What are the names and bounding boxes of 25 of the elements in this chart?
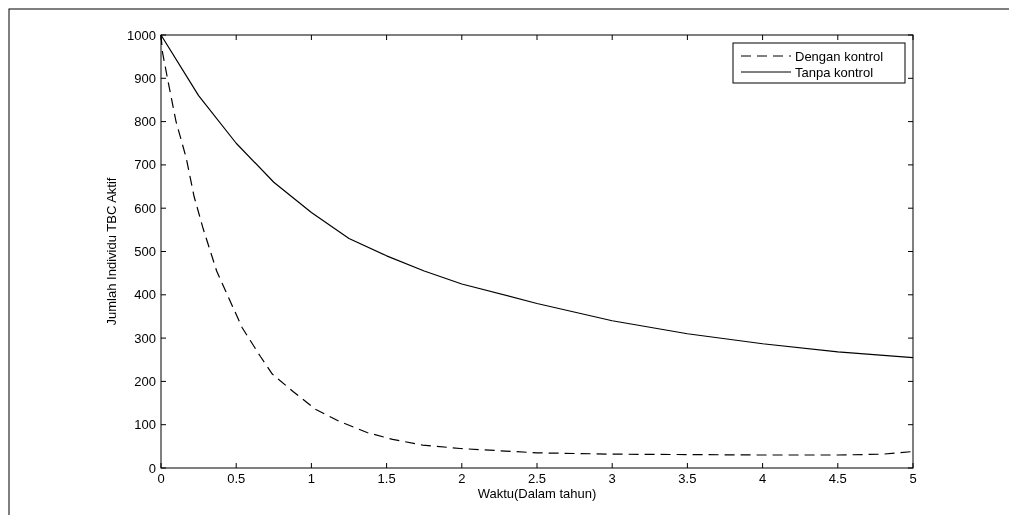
y-tick-label: 500 [134,244,156,260]
x-tick-label: 3.5 [678,471,697,486]
y-axis-title: Jumlah Individu TBC Aktif [104,177,119,326]
legend-label: Tanpa kontrol [795,64,874,80]
x-tick-label: 3 [608,471,616,486]
x-tick-label: 0.5 [227,471,246,486]
y-tick-label: 800 [134,114,156,130]
y-tick-label: 1000 [127,27,156,43]
x-tick-label: 2.5 [527,471,547,486]
x-tick-label: 2 [458,471,466,486]
y-tick-label: 900 [134,70,156,86]
x-tick-label: 1.5 [377,471,396,486]
x-axis-title: Waktu(Dalam tahun) [477,486,597,501]
x-tick-label: 4 [758,471,767,486]
legend-label: Dengan kontrol [795,48,884,64]
y-tick-label: 600 [134,200,156,216]
y-tick-label: 400 [134,287,156,303]
x-tick-label: 4.5 [828,471,847,486]
y-tick-label: 300 [134,330,156,346]
y-tick-label: 0 [148,460,156,476]
y-tick-label: 100 [134,417,156,433]
x-tick-label: 5 [909,471,917,486]
y-tick-label: 200 [134,373,156,389]
y-tick-label: 700 [134,157,156,173]
x-tick-label: 1 [307,471,316,486]
